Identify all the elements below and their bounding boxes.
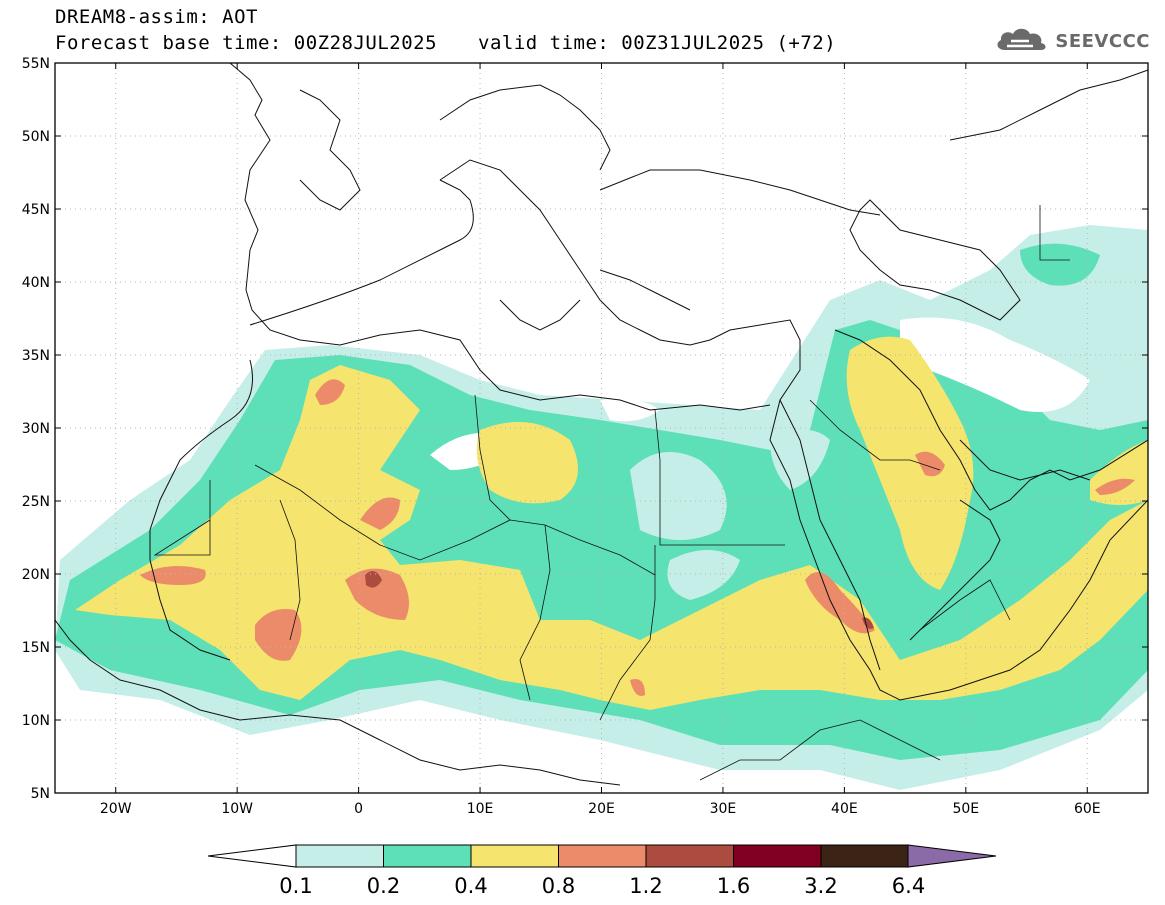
lat-label: 50N xyxy=(22,129,50,145)
axis-ticks xyxy=(55,62,1148,794)
lat-label: 40N xyxy=(22,275,50,291)
lat-label: 15N xyxy=(22,640,50,656)
lon-label: 20W xyxy=(100,801,132,817)
lat-label: 25N xyxy=(22,494,50,510)
forecast-base-time: Forecast base time: 00Z28JUL2025 xyxy=(55,32,438,54)
colorbar-swatch xyxy=(820,844,909,868)
longitude-labels: 20W 10W 0 10E 20E 30E 40E 50E 60E xyxy=(100,801,1101,817)
lon-label: 0 xyxy=(354,801,363,817)
cloud-icon xyxy=(993,24,1051,58)
lat-label: 35N xyxy=(22,348,50,364)
colorbar-under-arrow xyxy=(207,844,297,868)
logo-text: SEEVCCC xyxy=(1055,30,1150,52)
aot-level-0.8 xyxy=(140,379,1135,696)
colorbar-label: 1.6 xyxy=(717,874,750,898)
lon-label: 60E xyxy=(1074,801,1101,817)
lat-label: 55N xyxy=(22,56,50,72)
colorbar-swatch xyxy=(558,844,647,868)
seevccc-logo: SEEVCCC xyxy=(993,24,1150,58)
lon-label: 20E xyxy=(588,801,615,817)
valid-time: valid time: 00Z31JUL2025 (+72) xyxy=(478,32,837,54)
colorbar-label: 1.2 xyxy=(629,874,662,898)
map-title: DREAM8-assim: AOT xyxy=(55,6,258,28)
lon-label: 30E xyxy=(710,801,737,817)
lon-label: 40E xyxy=(831,801,858,817)
lat-label: 30N xyxy=(22,421,50,437)
colorbar-swatch xyxy=(295,844,384,868)
lon-label: 50E xyxy=(952,801,979,817)
lat-label: 10N xyxy=(22,713,50,729)
colorbar-swatch xyxy=(733,844,822,868)
colorbar-label: 6.4 xyxy=(892,874,925,898)
country-borders xyxy=(153,205,1070,781)
aot-level-0.1-patches xyxy=(630,430,830,600)
coastlines xyxy=(55,63,1148,786)
aot-field xyxy=(55,63,1148,793)
colorbar-over-arrow xyxy=(907,844,997,868)
lat-label: 45N xyxy=(22,202,50,218)
colorbar: 0.1 0.2 0.4 0.8 1.2 1.6 3.2 6.4 xyxy=(207,844,997,898)
lat-label: 20N xyxy=(22,567,50,583)
aot-level-0.4 xyxy=(75,336,1148,710)
latitude-labels: 55N 50N 45N 40N 35N 30N 25N 20N 15N 10N 5N xyxy=(22,56,50,802)
colorbar-label: 0.4 xyxy=(454,874,487,898)
lat-label: 5N xyxy=(31,786,50,802)
colorbar-swatch xyxy=(645,844,734,868)
colorbar-swatch xyxy=(383,844,472,868)
lon-label: 10E xyxy=(467,801,494,817)
colorbar-label: 0.8 xyxy=(542,874,575,898)
colorbar-label: 3.2 xyxy=(804,874,837,898)
graticule xyxy=(55,63,1148,793)
lon-label: 10W xyxy=(221,801,253,817)
colorbar-label: 0.2 xyxy=(367,874,400,898)
colorbar-swatch xyxy=(470,844,559,868)
colorbar-label: 0.1 xyxy=(279,874,312,898)
